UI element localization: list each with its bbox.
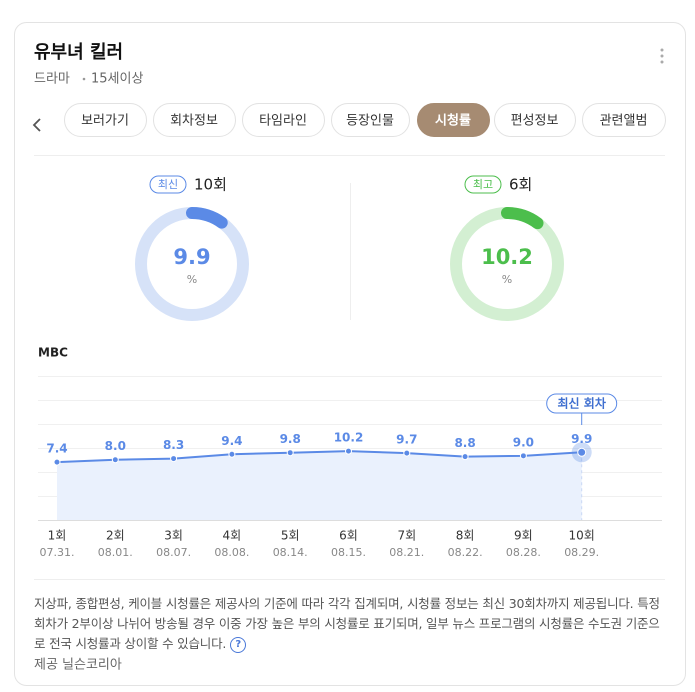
gauge-unit: % [187, 273, 197, 286]
tab-label: 등장인물 [346, 114, 394, 129]
help-icon[interactable]: ? [230, 636, 247, 653]
gauge-value: 9.9 [173, 245, 210, 269]
date-label: 08.07. [156, 546, 191, 559]
tab[interactable] [417, 103, 490, 137]
point [577, 447, 587, 457]
x-tick-label: 1회 [48, 529, 67, 543]
date-label: 08.15. [331, 546, 366, 559]
point [170, 455, 178, 463]
tab-label: 편성정보 [511, 114, 559, 129]
date-label: 08.28. [506, 546, 541, 559]
chart-subtitle: MBC [38, 346, 68, 360]
date-label: 08.14. [273, 546, 308, 559]
title: 유부녀 킬러 [34, 42, 123, 63]
gauge-arc [450, 207, 564, 321]
x-tick-label: 5회 [281, 529, 300, 543]
gauge-arc [135, 207, 249, 321]
point [53, 458, 61, 466]
more-menu[interactable] [660, 48, 664, 64]
x-tick-label: 3회 [164, 529, 183, 543]
value-label: 9.8 [280, 432, 301, 446]
point [461, 453, 469, 461]
x-tick-label: 10회 [569, 529, 595, 543]
tab-label: 관련앨범 [600, 114, 648, 129]
episode: 6회 [509, 176, 532, 194]
value-label: 8.8 [454, 436, 475, 450]
x-tick-label: 6회 [339, 529, 358, 543]
separator-dot [82, 77, 86, 81]
tab[interactable] [331, 103, 410, 137]
point [228, 450, 236, 458]
source: 제공 닐슨코리아 [34, 658, 122, 673]
value-label: 9.7 [396, 433, 417, 447]
x-tick-label: 4회 [223, 529, 242, 543]
value-label: 10.2 [334, 431, 364, 445]
date-label: 08.22. [448, 546, 483, 559]
line [56, 450, 582, 464]
point [286, 449, 294, 457]
badge [149, 175, 187, 194]
value-label: 7.4 [46, 442, 67, 456]
point [111, 456, 119, 464]
annotation-box [546, 393, 618, 414]
tab[interactable] [64, 103, 147, 137]
note-text: 지상파, 종합편성, 케이블 시청률은 제공사의 기준에 따라 각각 집계되며,… [34, 596, 660, 651]
x-tick-label: 8회 [456, 529, 475, 543]
date-label: 08.01. [98, 546, 133, 559]
value-label: 9.4 [221, 434, 242, 448]
tab-label: 보러가기 [81, 114, 129, 129]
genre: 드라마 [34, 72, 70, 87]
annotation: 최신 회차 [558, 396, 606, 411]
point [345, 447, 352, 455]
value-label: 9.9 [571, 432, 592, 446]
x-tick-label: 9회 [514, 529, 533, 543]
gauge-value: 10.2 [481, 245, 533, 269]
tab[interactable] [153, 103, 236, 137]
tab[interactable] [494, 103, 576, 137]
badge-label: 최신 [158, 178, 178, 191]
episode: 10회 [194, 176, 227, 194]
point [519, 452, 527, 460]
gauge-unit: % [502, 273, 512, 286]
badge-label: 최고 [473, 178, 493, 191]
area [57, 451, 582, 520]
tab[interactable] [582, 103, 666, 137]
date-label: 08.29. [564, 546, 599, 559]
rating: 15세이상 [91, 72, 143, 87]
value-label: 9.0 [513, 435, 534, 449]
date-label: 08.21. [389, 546, 424, 559]
prev-arrow[interactable] [32, 118, 41, 132]
date-label: 08.08. [214, 546, 249, 559]
value-label: 8.3 [163, 438, 184, 452]
point [403, 449, 411, 457]
tab-label: 시청률 [435, 113, 471, 129]
badge [464, 175, 502, 194]
tab-label: 회차정보 [170, 114, 218, 129]
date-label: 07.31. [40, 546, 75, 559]
value-label: 8.0 [105, 439, 126, 453]
note: 지상파, 종합편성, 케이블 시청률은 제공사의 기준에 따라 각각 집계되며,… [34, 594, 670, 654]
x-tick-label: 7회 [397, 529, 416, 543]
x-tick-label: 2회 [106, 529, 125, 543]
tab[interactable] [242, 103, 325, 137]
tab-label: 타임라인 [259, 114, 307, 129]
